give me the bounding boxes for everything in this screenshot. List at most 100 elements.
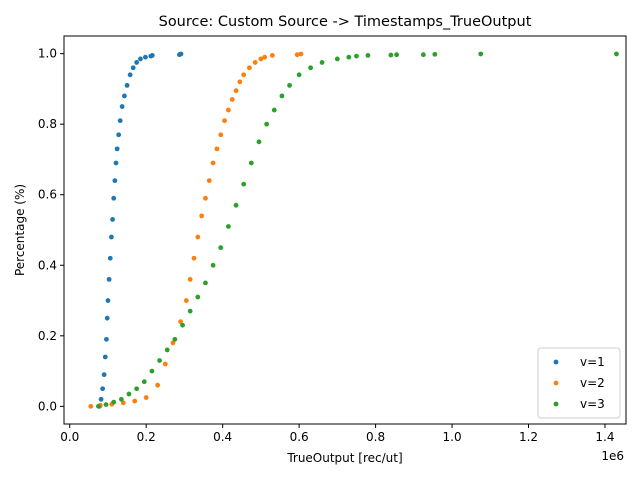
data-point (187, 276, 193, 282)
data-point (117, 118, 123, 124)
data-point (96, 403, 101, 409)
data-point (203, 195, 208, 201)
legend: v=1 v=2 v=3 (537, 347, 621, 419)
y-tick-label: 0.0 (38, 399, 57, 413)
data-point (195, 234, 201, 240)
data-point (114, 146, 120, 152)
data-point (432, 51, 438, 57)
data-point (218, 132, 224, 138)
data-point (103, 402, 109, 407)
chart-title: Source: Custom Source -> Timestamps_True… (159, 14, 532, 30)
legend-box (537, 347, 621, 419)
data-point (296, 72, 302, 78)
data-point (237, 79, 243, 85)
series-v=1 (97, 51, 184, 409)
axes-frame (63, 35, 627, 425)
data-point (269, 53, 275, 58)
legend-label: v=2 (580, 376, 605, 390)
data-point (264, 121, 270, 127)
y-tick-label: 0.6 (38, 188, 57, 202)
data-point (319, 60, 325, 65)
data-point (100, 386, 106, 392)
data-point (98, 396, 104, 402)
data-point (187, 308, 193, 314)
data-point (127, 72, 133, 78)
axes: 0.0 0.2 0.4 0.6 0.8 1.0 1.2 1.4 0.0 0.2 0.4 0.6 0.8 1… (38, 35, 627, 444)
data-point (143, 54, 148, 60)
data-point (247, 65, 252, 71)
data-point (149, 53, 155, 58)
data-point (118, 396, 124, 402)
x-axis-label: TrueOutput [rec/ut] (286, 451, 402, 465)
y-tick-label: 1.0 (38, 47, 57, 61)
data-point (233, 202, 239, 208)
data-point (225, 224, 231, 229)
data-point (155, 382, 161, 388)
x-tick-label: 1.0 (443, 430, 462, 444)
data-point (229, 97, 235, 102)
data-point (279, 93, 285, 99)
y-tick-label: 0.8 (38, 117, 57, 131)
data-point (101, 372, 107, 378)
data-point (104, 336, 109, 342)
data-point (365, 53, 371, 58)
data-point (258, 56, 264, 62)
data-point (134, 60, 140, 65)
data-point (106, 276, 112, 282)
data-point (241, 181, 247, 187)
data-point (112, 178, 118, 184)
data-point (138, 56, 143, 62)
x-tick-label: 0.2 (137, 430, 156, 444)
data-point (203, 280, 208, 286)
legend-marker (553, 359, 559, 365)
data-point (346, 54, 352, 60)
legend-marker (553, 380, 559, 386)
data-point (388, 52, 394, 58)
data-point (334, 56, 340, 62)
data-point (141, 379, 147, 385)
series-v=3 (96, 51, 619, 409)
data-point (222, 118, 227, 124)
data-point (122, 93, 127, 99)
data-point (210, 262, 216, 268)
data-point (294, 52, 300, 58)
data-point (132, 398, 138, 404)
data-point (162, 361, 168, 367)
data-point (164, 347, 170, 353)
data-point (88, 403, 94, 409)
data-point (119, 104, 125, 109)
data-point (195, 294, 201, 300)
legend-marker (553, 401, 559, 407)
data-point (614, 51, 619, 57)
plot-area (88, 51, 619, 409)
data-point (107, 255, 113, 261)
x-tick-label: 1.2 (519, 430, 538, 444)
data-point (172, 336, 178, 342)
data-point (206, 178, 212, 184)
data-point (210, 160, 216, 166)
data-point (191, 255, 197, 261)
data-point (116, 132, 122, 138)
data-point (252, 60, 258, 65)
data-point (170, 340, 176, 346)
data-point (271, 107, 277, 113)
x-tick-label: 0.6 (290, 430, 309, 444)
x-tick-label: 0.8 (366, 430, 385, 444)
x-tick-label: 0.0 (60, 430, 79, 444)
data-point (178, 51, 184, 57)
data-point (111, 195, 117, 201)
data-point (104, 315, 110, 321)
data-point (248, 160, 254, 166)
y-tick-label: 0.4 (38, 258, 57, 272)
data-point (478, 51, 484, 57)
data-point (199, 213, 205, 219)
data-point (113, 160, 119, 166)
data-point (157, 358, 162, 363)
data-point (178, 319, 184, 325)
data-point (143, 395, 149, 400)
y-tick-label: 0.2 (38, 329, 57, 343)
data-point (233, 88, 239, 94)
data-point (183, 298, 189, 303)
